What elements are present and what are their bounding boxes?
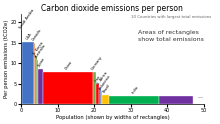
Bar — [21, 30, 22, 104]
Bar — [159, 96, 193, 104]
Bar — [96, 84, 99, 104]
Text: Germany: Germany — [91, 55, 104, 71]
Text: Indonesia: Indonesia — [98, 73, 112, 90]
Bar — [37, 60, 38, 104]
Bar — [38, 69, 43, 104]
Text: S. Africa: S. Africa — [97, 71, 108, 86]
Text: Brazil: Brazil — [102, 83, 112, 94]
Bar — [93, 72, 96, 104]
Bar — [34, 43, 35, 104]
Bar — [35, 57, 37, 104]
X-axis label: Population (shown by widths of rectangles): Population (shown by widths of rectangle… — [55, 115, 169, 120]
Text: USA: USA — [25, 32, 33, 41]
Bar — [102, 95, 109, 104]
Text: S. Korea: S. Korea — [33, 41, 45, 56]
Y-axis label: Per person emissions (tCO2e): Per person emissions (tCO2e) — [4, 20, 9, 98]
Bar — [22, 42, 34, 104]
Text: Australia: Australia — [34, 43, 47, 59]
Text: India: India — [131, 85, 139, 95]
Text: Japan: Japan — [37, 58, 46, 68]
Text: Saudi Arabia: Saudi Arabia — [18, 8, 35, 29]
Bar — [99, 87, 101, 104]
Text: Iran: Iran — [94, 75, 101, 83]
Text: China: China — [64, 60, 73, 71]
Text: ...: ... — [197, 94, 203, 99]
Text: Areas of rectangles
show total emissions: Areas of rectangles show total emissions — [138, 30, 204, 42]
Text: Canada: Canada — [31, 28, 43, 42]
Title: Carbon dioxide emissions per person: Carbon dioxide emissions per person — [41, 4, 183, 13]
Bar — [101, 91, 102, 104]
Bar — [109, 96, 159, 104]
Bar — [43, 72, 93, 104]
Text: 10 Countries with largest total emissions: 10 Countries with largest total emission… — [131, 15, 211, 19]
